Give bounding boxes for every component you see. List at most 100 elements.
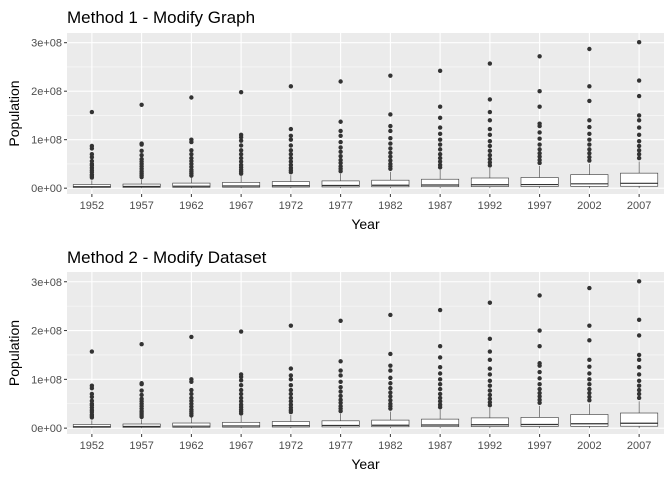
box-1982 <box>371 312 410 429</box>
outlier-point <box>437 377 443 382</box>
outlier-point <box>437 307 443 313</box>
outlier-point <box>288 126 294 132</box>
outlier-point <box>189 95 194 100</box>
outlier-point <box>487 400 493 405</box>
outlier-point <box>288 366 294 371</box>
outlier-point <box>388 385 393 391</box>
box-2002 <box>570 285 609 429</box>
y-tick-label: 0e+00 <box>31 183 62 195</box>
outlier-point <box>238 89 244 95</box>
outlier-point <box>338 368 343 373</box>
outlier-point <box>437 343 443 349</box>
outlier-point <box>238 395 244 401</box>
outlier-point <box>338 403 343 409</box>
box-iqr <box>222 182 261 188</box>
outlier-point <box>537 386 542 392</box>
y-tick-label: 1e+08 <box>31 374 62 386</box>
outlier-point <box>388 146 393 151</box>
outlier-point <box>437 382 443 387</box>
outlier-point <box>338 393 343 399</box>
outlier-point <box>388 312 393 318</box>
outlier-point <box>587 382 592 387</box>
y-tick-label: 0e+00 <box>31 423 62 435</box>
box-1952 <box>72 349 111 429</box>
outlier-point <box>487 372 493 377</box>
outlier-point <box>537 293 542 298</box>
outlier-point <box>587 398 592 403</box>
x-axis-label: Year <box>351 216 380 232</box>
outlier-point <box>437 142 443 147</box>
y-axis: 0e+00 1e+08 2e+08 3e+08 <box>31 38 67 195</box>
outlier-point <box>388 390 393 395</box>
box-1957 <box>122 342 161 429</box>
x-tick-label: 1987 <box>428 200 452 212</box>
outlier-point <box>338 128 343 134</box>
outlier-point <box>537 104 542 109</box>
outlier-point <box>89 349 95 354</box>
outlier-point <box>189 391 194 397</box>
outlier-point <box>288 399 294 404</box>
outlier-point <box>238 132 244 138</box>
outlier-point <box>487 148 493 154</box>
outlier-point <box>388 128 393 134</box>
outlier-point <box>636 40 642 45</box>
outlier-point <box>537 147 542 152</box>
outlier-point <box>139 388 144 393</box>
outlier-point <box>537 54 542 59</box>
outlier-point <box>636 125 642 130</box>
outlier-point <box>537 361 542 366</box>
x-axis-label: Year <box>351 456 380 472</box>
outlier-point <box>537 376 542 381</box>
x-tick-label: 1987 <box>428 440 452 452</box>
outlier-point <box>288 148 294 153</box>
outlier-point <box>338 119 343 124</box>
outlier-point <box>587 142 592 147</box>
box-2007 <box>620 40 659 189</box>
plot-background <box>67 33 664 194</box>
x-tick-label: 1957 <box>129 440 153 452</box>
outlier-point <box>587 364 592 369</box>
box-1972 <box>271 323 310 429</box>
outlier-point <box>487 109 493 115</box>
outlier-point <box>587 338 592 343</box>
outlier-point <box>238 402 244 407</box>
outlier-point <box>288 373 294 378</box>
outlier-point <box>487 392 493 398</box>
box-iqr <box>72 424 111 428</box>
outlier-point <box>587 158 592 163</box>
outlier-point <box>537 382 542 387</box>
outlier-point <box>437 371 443 376</box>
box-iqr <box>371 419 410 428</box>
outlier-point <box>338 153 343 159</box>
box-iqr <box>520 417 559 427</box>
outlier-point <box>587 394 592 400</box>
chart-panel-method-1: Method 1 - Modify Graph 0e+00 1e+08 2e+08 3… <box>6 8 664 232</box>
outlier-point <box>636 143 642 149</box>
outlier-point <box>537 157 542 163</box>
x-tick-label: 1977 <box>328 440 352 452</box>
outlier-point <box>636 317 642 323</box>
outlier-point <box>139 141 144 146</box>
outlier-point <box>288 137 294 142</box>
outlier-point <box>238 159 244 164</box>
outlier-point <box>537 328 542 333</box>
outlier-point <box>537 369 542 375</box>
plot-background <box>67 272 664 434</box>
outlier-point <box>487 132 493 138</box>
outlier-point <box>288 143 294 148</box>
outlier-point <box>487 383 493 388</box>
outlier-point <box>537 390 542 396</box>
outlier-point <box>437 391 443 397</box>
outlier-point <box>636 395 642 401</box>
box-1997 <box>520 54 559 189</box>
outlier-point <box>537 142 542 147</box>
outlier-point <box>587 323 592 328</box>
outlier-point <box>537 343 542 349</box>
outlier-point <box>388 73 393 78</box>
box-1987 <box>421 68 460 189</box>
outlier-point <box>139 381 144 386</box>
box-1982 <box>371 73 410 189</box>
outlier-point <box>189 377 194 382</box>
box-1997 <box>520 293 559 429</box>
